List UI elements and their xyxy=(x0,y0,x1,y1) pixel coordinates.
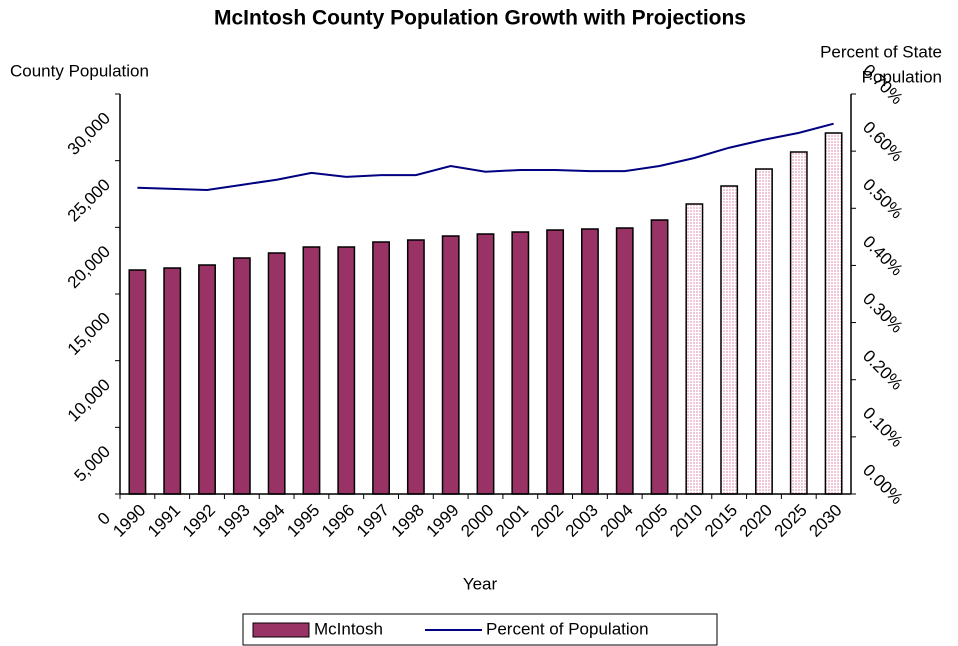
x-tick-label: 2005 xyxy=(631,501,671,541)
x-tick-label: 1991 xyxy=(144,501,184,541)
x-tick-label: 2001 xyxy=(492,501,532,541)
x-tick-label: 2002 xyxy=(527,501,567,541)
y-axis-title: County Population xyxy=(10,61,149,80)
x-tick-label: 1996 xyxy=(318,501,358,541)
bar xyxy=(755,168,773,495)
x-tick-label: 2003 xyxy=(562,501,602,541)
bar xyxy=(337,246,356,495)
bar xyxy=(406,239,425,495)
x-tick-label: 2015 xyxy=(701,501,741,541)
legend-label: Percent of Population xyxy=(486,619,649,638)
bar xyxy=(267,252,286,495)
y2-tick-label: 0.50% xyxy=(859,175,907,223)
bar xyxy=(685,203,704,495)
y2-tick-label: 0.60% xyxy=(859,118,907,166)
x-tick-label: 2004 xyxy=(597,501,637,541)
x-tick-label: 1995 xyxy=(283,501,323,541)
x-tick-label: 1994 xyxy=(248,501,288,541)
x-tick-label: 2020 xyxy=(736,501,776,541)
legend-label: McIntosh xyxy=(314,619,383,638)
y-tick-label: 25,000 xyxy=(64,175,114,225)
line xyxy=(137,122,834,192)
bar xyxy=(476,233,495,495)
y2-tick-label: 0.00% xyxy=(859,461,907,509)
bar xyxy=(824,132,843,495)
x-tick-label: 2000 xyxy=(457,501,497,541)
bar xyxy=(615,227,634,495)
y-tick-label: 5,000 xyxy=(70,442,114,486)
bar xyxy=(198,264,216,495)
y2-tick-label: 0.40% xyxy=(859,232,907,280)
x-axis-title: Year xyxy=(463,574,498,593)
x-tick-label: 1993 xyxy=(214,501,254,541)
legend-swatch xyxy=(252,622,310,638)
x-tick-label: 2010 xyxy=(666,501,706,541)
x-tick-label: 2025 xyxy=(771,501,811,541)
x-tick-label: 1999 xyxy=(423,501,463,541)
y2-tick-label: 0.20% xyxy=(859,346,907,394)
bar xyxy=(163,267,182,495)
bar xyxy=(789,151,808,495)
x-tick-label: 1992 xyxy=(179,501,219,541)
y-tick-label: 10,000 xyxy=(64,375,114,425)
y-tick-label: 30,000 xyxy=(64,109,114,159)
chart-title: McIntosh County Population Growth with P… xyxy=(214,7,746,30)
bar xyxy=(302,246,321,495)
bar xyxy=(580,228,599,495)
y2-tick-label: 0.30% xyxy=(859,289,907,337)
bar xyxy=(232,257,251,495)
y2-tick-label: 0.10% xyxy=(859,403,907,451)
bar xyxy=(441,235,460,495)
x-tick-label: 1998 xyxy=(388,501,428,541)
bar xyxy=(546,229,565,495)
x-tick-label: 1990 xyxy=(109,501,149,541)
bar xyxy=(650,219,669,495)
bar xyxy=(372,241,391,495)
y2-axis-title: Percent of State xyxy=(820,42,942,61)
y-tick-label: 20,000 xyxy=(64,242,114,292)
x-tick-label: 2030 xyxy=(805,501,845,541)
x-tick-label: 1997 xyxy=(353,501,393,541)
y2-axis-title: Population xyxy=(862,67,942,86)
bar xyxy=(128,269,147,495)
bar xyxy=(720,185,739,495)
y-tick-label: 15,000 xyxy=(64,309,114,359)
bar xyxy=(511,231,530,495)
